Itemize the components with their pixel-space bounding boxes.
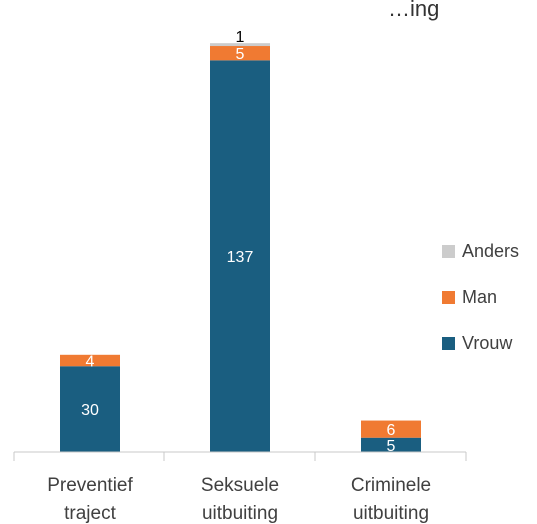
legend-label-anders: Anders <box>462 241 519 261</box>
x-tick-label: Seksuele <box>201 475 279 496</box>
bar-segment-man <box>361 420 421 438</box>
x-tick-label: uitbuiting <box>353 503 429 524</box>
data-label: 1 <box>236 29 245 46</box>
bar-segment-man <box>60 354 120 367</box>
x-tick-label: Criminele <box>351 475 431 496</box>
legend-label-man: Man <box>462 287 497 307</box>
legend-swatch-anders <box>442 245 455 258</box>
data-label: 6 <box>387 422 396 439</box>
data-label: 4 <box>86 354 95 371</box>
data-label: 5 <box>387 438 396 455</box>
chart-title-fragment: …ing <box>388 0 439 21</box>
legend-swatch-vrouw <box>442 337 455 350</box>
x-tick-label: traject <box>64 503 116 524</box>
bar-segment-vrouw <box>60 366 120 452</box>
x-tick-label: Preventief <box>47 475 133 496</box>
bar-segment-man <box>210 46 270 61</box>
data-label: 30 <box>81 402 99 419</box>
legend-label-vrouw: Vrouw <box>462 333 513 353</box>
bar-segment-vrouw <box>361 437 421 452</box>
legend-swatch-man <box>442 291 455 304</box>
data-label: 137 <box>227 249 254 266</box>
data-label: 5 <box>236 46 245 63</box>
bar-segment-vrouw <box>210 60 270 452</box>
x-tick-label: uitbuiting <box>202 503 278 524</box>
bar-segment-anders <box>210 43 270 47</box>
